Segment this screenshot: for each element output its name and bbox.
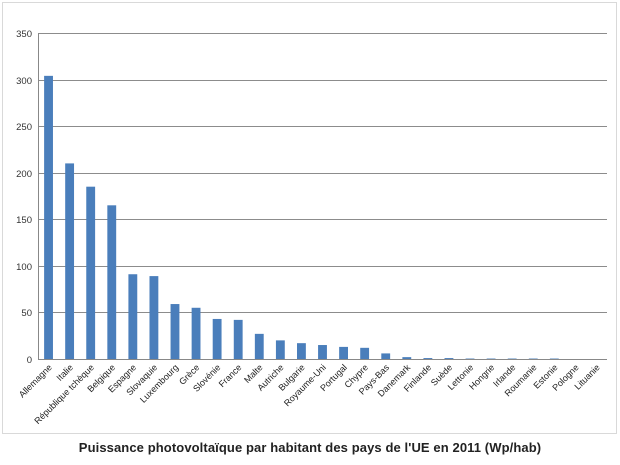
y-tick-label: 150 — [16, 215, 32, 226]
bar — [402, 357, 412, 359]
y-tick-label: 100 — [16, 262, 32, 273]
bar — [170, 304, 180, 359]
bar — [318, 345, 327, 359]
bar — [254, 333, 264, 359]
chart-frame: 0 50 100 150 200 250 300 350 Allemagne Italie Répu… — [2, 2, 617, 434]
bar — [65, 163, 75, 359]
x-category-label: France — [217, 362, 244, 389]
bar — [275, 340, 285, 359]
bar — [423, 358, 433, 359]
bar — [128, 274, 138, 359]
y-tick-label: 300 — [16, 76, 32, 87]
bar — [233, 319, 243, 359]
bar — [212, 318, 222, 359]
bar — [444, 358, 454, 359]
x-category-label: Allemagne — [17, 362, 54, 399]
bar — [44, 75, 53, 360]
bar — [191, 307, 201, 359]
chart-title: Puissance photovoltaïque par habitant de… — [78, 440, 542, 455]
bar — [381, 353, 391, 359]
y-tick-label: 50 — [21, 308, 32, 319]
y-tick-label: 0 — [27, 355, 32, 366]
y-tick-label: 350 — [16, 29, 32, 40]
y-tick-label: 200 — [16, 169, 32, 180]
bar — [339, 346, 348, 359]
bar — [107, 205, 117, 359]
bar — [297, 343, 306, 359]
y-tick-label: 250 — [16, 122, 32, 133]
bar — [149, 276, 159, 359]
bar — [86, 186, 96, 359]
bar — [360, 347, 370, 359]
